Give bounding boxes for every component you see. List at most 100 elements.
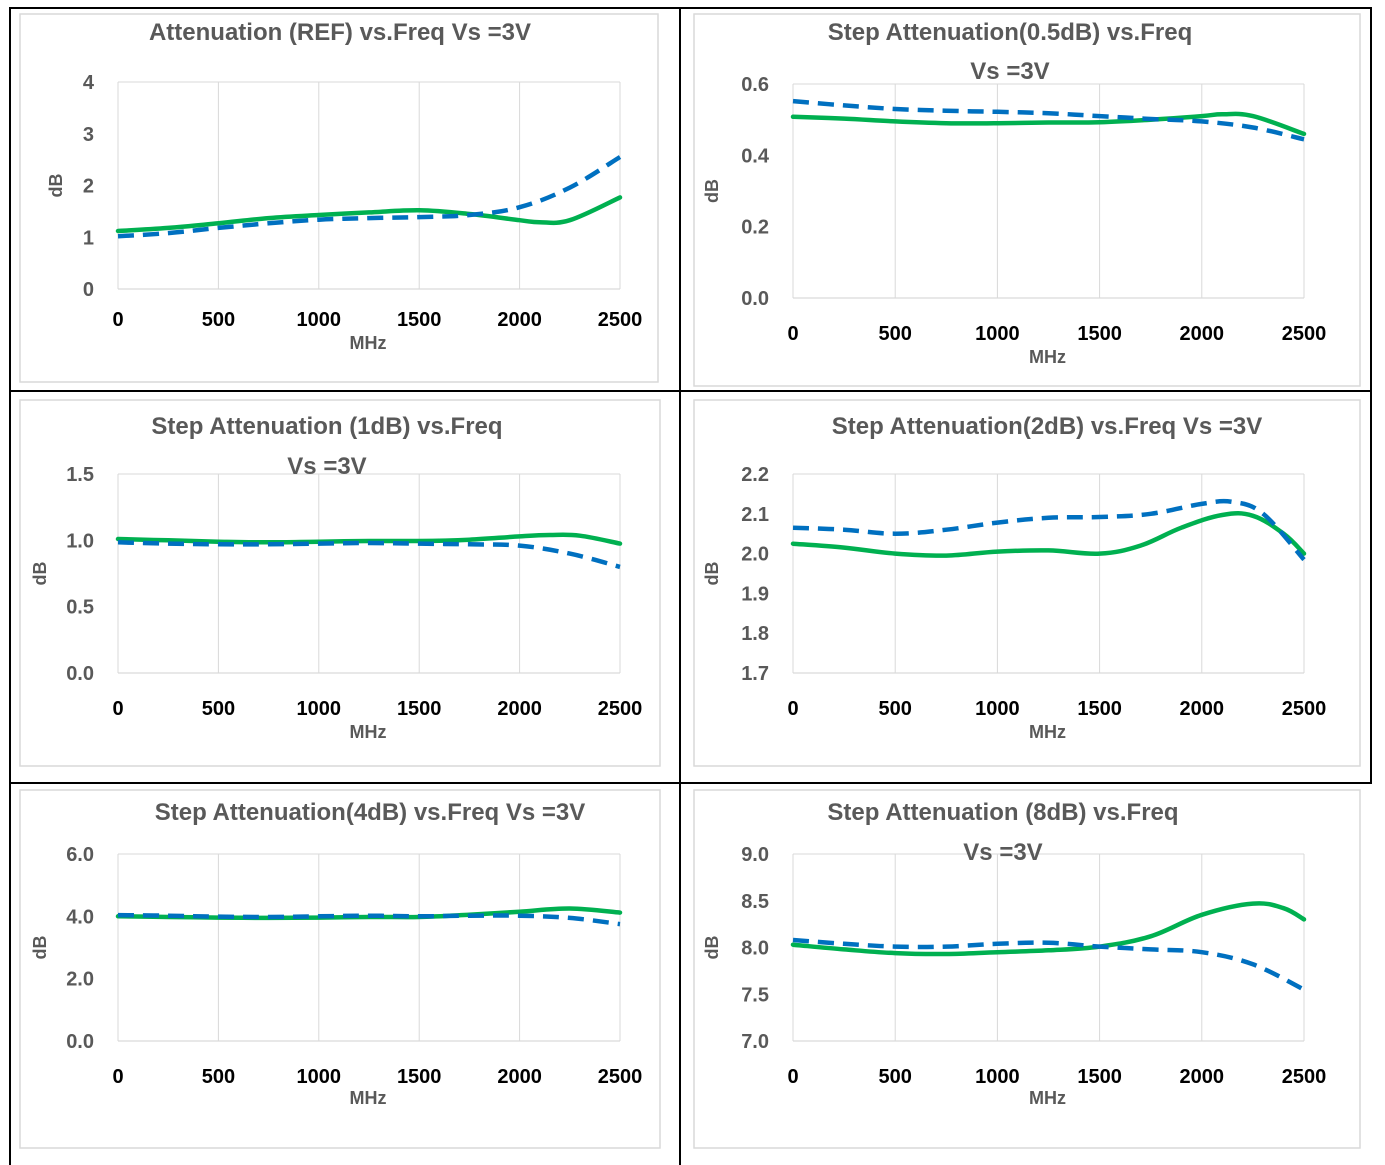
- y-tick-label: 1.9: [741, 583, 769, 605]
- y-tick-label: 2.1: [741, 504, 769, 526]
- y-tick-label: 0.2: [741, 217, 769, 239]
- chart-grid-table: [9, 7, 1372, 1165]
- y-axis-title: dB: [30, 562, 50, 586]
- chart-title: Step Attenuation(2dB) vs.Freq Vs =3V: [832, 413, 1263, 440]
- y-tick-label: 1.0: [66, 530, 94, 552]
- x-tick-label: 2000: [1180, 323, 1225, 345]
- x-tick-label: 2000: [1180, 698, 1225, 720]
- chart-title: Step Attenuation (8dB) vs.Freq: [827, 799, 1178, 826]
- chart-3: Step Attenuation (1dB) vs.Freq Vs =3V 0.0 0…: [19, 399, 661, 767]
- x-tick-label: 500: [879, 323, 912, 345]
- x-tick-label: 1000: [975, 1066, 1020, 1088]
- series-line-dashed: [792, 937, 1306, 992]
- series-line-dashed: [792, 98, 1305, 142]
- chart-title: Step Attenuation (1dB) vs.Freq: [151, 413, 502, 440]
- x-tick-label: 2500: [1282, 1066, 1327, 1088]
- x-tick-label: 500: [879, 698, 912, 720]
- x-axis-title: MHz: [1029, 722, 1066, 742]
- x-tick-label: 1500: [397, 309, 442, 331]
- y-axis-title: dB: [702, 936, 722, 960]
- x-tick-label: 2000: [497, 309, 542, 331]
- y-axis-title: dB: [30, 936, 50, 960]
- x-tick-label: 0: [787, 323, 798, 345]
- x-tick-label: 1000: [297, 1066, 342, 1088]
- y-tick-label: 8.5: [741, 891, 769, 913]
- chart-5: Step Attenuation(4dB) vs.Freq Vs =3V 0.0 2…: [19, 789, 661, 1149]
- chart-title: Vs =3V: [970, 58, 1049, 85]
- chart-2: Step Attenuation(0.5dB) vs.Freq Vs =3V 0.0…: [693, 13, 1361, 387]
- x-tick-label: 1500: [1077, 1066, 1122, 1088]
- x-tick-label: 0: [112, 309, 123, 331]
- chart-area-border: [693, 399, 1361, 767]
- x-tick-label: 2000: [497, 1066, 542, 1088]
- y-tick-label: 0: [83, 279, 94, 301]
- table-divider-row-1: [9, 390, 1372, 392]
- x-tick-label: 2500: [598, 309, 643, 331]
- y-tick-label: 0.0: [66, 1031, 94, 1053]
- x-tick-label: 0: [787, 698, 798, 720]
- x-tick-label: 1000: [297, 698, 342, 720]
- table-divider-row-2: [9, 782, 1372, 784]
- x-tick-label: 500: [202, 698, 235, 720]
- chart-title: Vs =3V: [287, 453, 366, 480]
- y-tick-label: 4.0: [66, 906, 94, 928]
- chart-area-border: [19, 399, 661, 767]
- x-tick-label: 1500: [1077, 698, 1122, 720]
- x-axis-title: MHz: [1029, 1088, 1066, 1108]
- x-axis-title: MHz: [1029, 347, 1066, 367]
- chart-area-border: [693, 13, 1361, 387]
- x-tick-label: 0: [787, 1066, 798, 1088]
- series-line-dashed: [117, 155, 622, 239]
- series-line-solid: [115, 195, 623, 234]
- series-line-solid: [790, 111, 1307, 137]
- y-tick-label: 1: [83, 227, 94, 249]
- x-tick-label: 0: [112, 698, 123, 720]
- chart-title: Step Attenuation(0.5dB) vs.Freq: [828, 19, 1192, 46]
- y-axis-title: dB: [702, 562, 722, 586]
- y-tick-label: 9.0: [741, 844, 769, 866]
- y-tick-label: 2.2: [741, 464, 769, 486]
- x-tick-label: 500: [879, 1066, 912, 1088]
- x-tick-label: 2000: [1180, 1066, 1225, 1088]
- x-axis-title: MHz: [350, 1088, 387, 1108]
- y-tick-label: 1.7: [741, 663, 769, 685]
- y-tick-label: 3: [83, 124, 94, 146]
- x-tick-label: 1500: [397, 1066, 442, 1088]
- y-tick-label: 8.0: [741, 938, 769, 960]
- x-tick-label: 1000: [297, 309, 342, 331]
- y-tick-label: 2.0: [66, 969, 94, 991]
- chart-4: Step Attenuation(2dB) vs.Freq Vs =3V 1.7 1…: [693, 399, 1361, 767]
- y-tick-label: 6.0: [66, 844, 94, 866]
- x-tick-label: 2500: [1282, 323, 1327, 345]
- y-tick-label: 0.0: [66, 663, 94, 685]
- y-tick-label: 2: [83, 176, 94, 198]
- y-tick-label: 1.8: [741, 623, 769, 645]
- x-tick-label: 1500: [1077, 323, 1122, 345]
- x-tick-label: 2000: [497, 698, 542, 720]
- table-divider-vertical: [679, 7, 681, 1165]
- y-tick-label: 0.5: [66, 597, 94, 619]
- chart-6: Step Attenuation (8dB) vs.Freq Vs =3V 7.0 7…: [693, 789, 1361, 1149]
- x-tick-label: 500: [202, 309, 235, 331]
- x-axis-title: MHz: [350, 722, 387, 742]
- y-tick-label: 1.5: [66, 464, 94, 486]
- x-tick-label: 0: [112, 1066, 123, 1088]
- chart-title: Attenuation (REF) vs.Freq Vs =3V: [149, 19, 531, 46]
- series-line-dashed: [792, 498, 1306, 562]
- series-line-dashed: [117, 540, 621, 570]
- table-border-right: [1370, 7, 1372, 783]
- series-line-solid: [790, 901, 1307, 957]
- x-axis-title: MHz: [350, 333, 387, 353]
- y-tick-label: 2.0: [741, 544, 769, 566]
- y-tick-label: 7.5: [741, 984, 769, 1006]
- y-tick-label: 7.0: [741, 1031, 769, 1053]
- x-tick-label: 500: [202, 1066, 235, 1088]
- y-tick-label: 0.0: [741, 288, 769, 310]
- x-tick-label: 1000: [975, 698, 1020, 720]
- x-tick-label: 1500: [397, 698, 442, 720]
- y-tick-label: 0.4: [741, 145, 770, 167]
- chart-title: Step Attenuation(4dB) vs.Freq Vs =3V: [155, 799, 586, 826]
- x-tick-label: 1000: [975, 323, 1020, 345]
- chart-area-border: [693, 789, 1361, 1149]
